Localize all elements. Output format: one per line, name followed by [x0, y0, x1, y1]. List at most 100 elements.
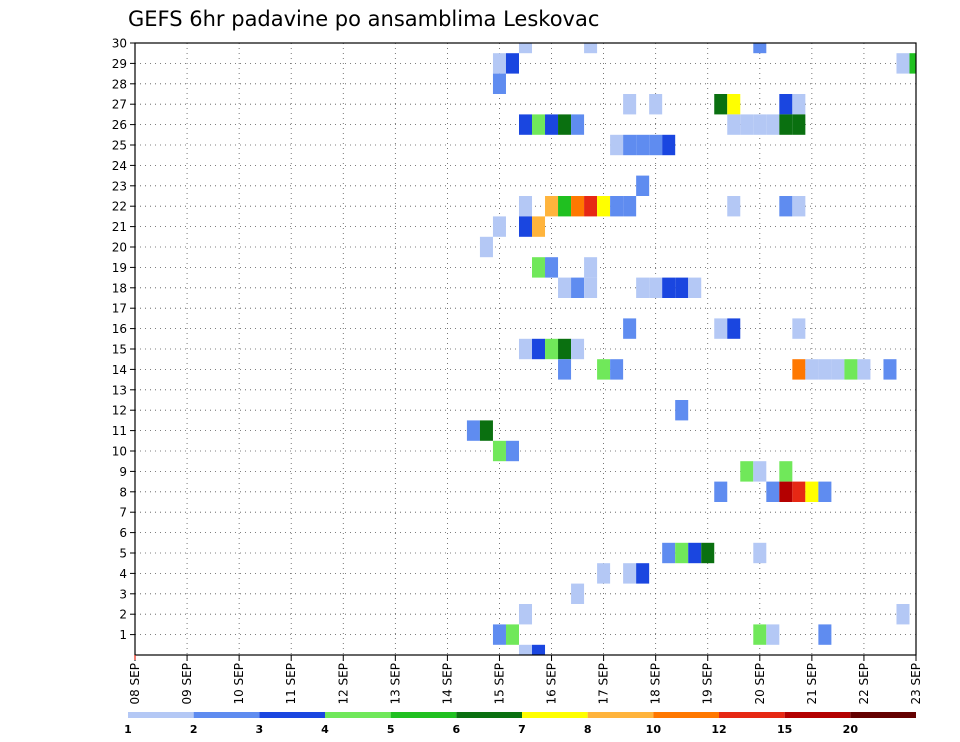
- precip-cell: [649, 94, 663, 115]
- precip-cell: [727, 196, 741, 217]
- precip-cell: [818, 624, 832, 645]
- precip-cell: [662, 542, 676, 564]
- precip-cell: [636, 563, 650, 584]
- chart-title: GEFS 6hr padavine po ansamblima Leskovac: [128, 7, 599, 31]
- precip-cell: [545, 338, 559, 360]
- precip-cell: [532, 338, 546, 360]
- precip-cell: [532, 644, 546, 655]
- precip-cell: [792, 94, 806, 115]
- y-tick-label: 9: [119, 465, 127, 479]
- x-axis-dates: 08 SEP 09 SEP 10 SEP 11 SEP 12 SEP 13 SEP 14 S…: [128, 655, 923, 705]
- precip-cell: [636, 175, 650, 196]
- precip-cell: [818, 359, 832, 380]
- legend-label: 7: [518, 723, 526, 736]
- precip-cell: [518, 604, 533, 625]
- precip-cell: [518, 216, 533, 237]
- legend-swatch: [719, 712, 785, 718]
- x-tick-label: 12 SEP: [336, 663, 350, 705]
- x-tick-label: 23 SEP: [909, 663, 923, 705]
- legend-swatch: [653, 712, 719, 718]
- precip-cell: [545, 114, 559, 135]
- precip-cell: [492, 73, 506, 94]
- precip-cell: [792, 481, 806, 502]
- precip-cell: [753, 114, 767, 135]
- precip-cell: [753, 461, 767, 482]
- precip-cell: [623, 94, 637, 115]
- precip-cell: [518, 43, 533, 54]
- legend-swatch: [259, 712, 325, 718]
- precip-cell: [753, 624, 767, 645]
- x-tick-label: 22 SEP: [857, 663, 871, 705]
- precip-cell: [662, 277, 676, 298]
- precip-cell: [571, 583, 585, 604]
- legend-swatch: [850, 712, 916, 718]
- precip-cell: [662, 134, 676, 156]
- precip-cell: [727, 114, 741, 135]
- precip-cell: [571, 338, 585, 360]
- precip-cell: [649, 277, 663, 298]
- precip-cell: [584, 196, 598, 217]
- legend-swatch: [522, 712, 588, 718]
- precip-cell: [532, 257, 546, 278]
- precip-cell: [623, 134, 637, 156]
- legend-label: 3: [256, 723, 264, 736]
- precip-cell: [649, 134, 663, 156]
- y-tick-label: 2: [119, 608, 127, 622]
- y-tick-label: 30: [112, 37, 127, 51]
- precip-cell: [766, 624, 780, 645]
- legend-swatch: [456, 712, 522, 718]
- precip-cell: [479, 236, 493, 258]
- legend-swatch: [587, 712, 654, 718]
- precip-cell: [792, 318, 806, 339]
- y-tick-label: 27: [112, 98, 127, 112]
- y-tick-label: 12: [112, 404, 127, 418]
- precip-cell: [779, 461, 793, 482]
- x-tick-label: 19 SEP: [701, 663, 715, 705]
- precip-cell: [545, 257, 559, 278]
- precip-cell: [792, 114, 806, 135]
- precip-cell: [492, 440, 506, 462]
- precip-cell: [675, 277, 689, 298]
- precip-cell: [688, 542, 702, 564]
- y-tick-label: 4: [119, 567, 127, 581]
- legend-label: 12: [711, 723, 726, 736]
- legend-label: 6: [453, 723, 461, 736]
- x-tick-label: 17 SEP: [597, 663, 611, 705]
- precip-cell: [714, 481, 728, 502]
- y-tick-label: 20: [112, 241, 127, 255]
- y-tick-label: 18: [112, 281, 127, 295]
- y-tick-label: 23: [112, 179, 127, 193]
- precip-cell: [675, 400, 689, 421]
- precip-cell: [558, 359, 572, 380]
- precip-cell: [831, 359, 845, 380]
- precip-cell: [779, 196, 793, 217]
- legend-swatch: [193, 712, 260, 718]
- color-legend: 1 2 3 4 5 6 7 8 10 12 15 20: [124, 712, 916, 736]
- precip-cell: [636, 134, 650, 156]
- x-tick-label: 09 SEP: [180, 663, 194, 705]
- precip-cell: [675, 542, 689, 564]
- precip-cell: [779, 94, 793, 115]
- precip-cell: [584, 43, 598, 54]
- precip-cell: [779, 114, 793, 135]
- precip-cell: [727, 318, 741, 339]
- precip-cell: [714, 94, 728, 115]
- precip-cell: [571, 114, 585, 135]
- precip-cell: [518, 644, 533, 655]
- precip-cell: [610, 359, 624, 380]
- precip-cell: [518, 114, 533, 135]
- y-tick-label: 15: [112, 343, 127, 357]
- precip-cell: [597, 359, 611, 380]
- y-tick-label: 3: [119, 587, 127, 601]
- precip-cell: [558, 277, 572, 298]
- precipitation-cells: [466, 43, 916, 655]
- precip-cell: [597, 563, 611, 584]
- y-tick-label: 19: [112, 261, 127, 275]
- precip-cell: [805, 481, 819, 502]
- x-tick-label: 16 SEP: [545, 663, 559, 705]
- precip-cell: [518, 338, 533, 360]
- precip-cell: [909, 53, 916, 74]
- legend-label: 4: [321, 723, 329, 736]
- y-tick-label: 29: [112, 57, 127, 71]
